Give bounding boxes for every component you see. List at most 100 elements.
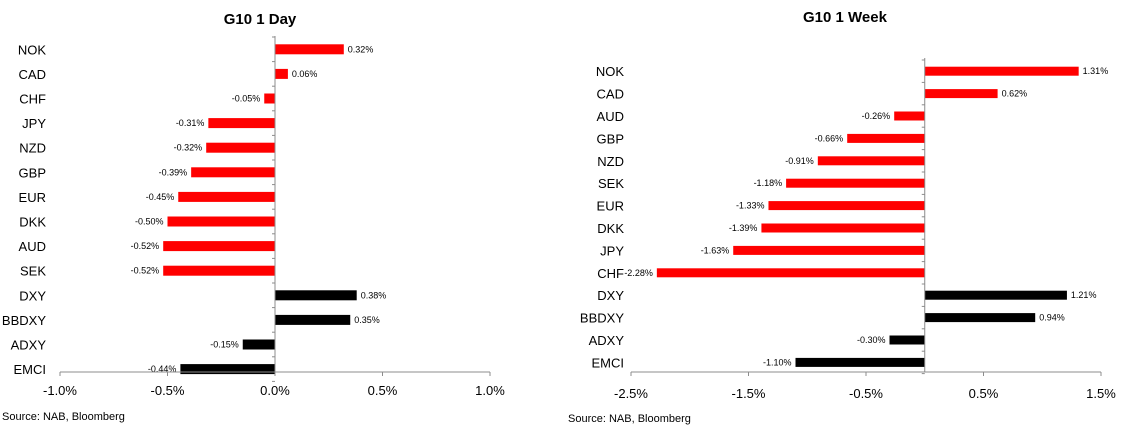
data-label-nzd: -0.91% <box>785 156 814 166</box>
bar-jpy <box>208 118 275 129</box>
source-note: Source: NAB, Bloomberg <box>2 411 125 423</box>
data-label-nok: 0.32% <box>348 44 374 54</box>
bar-aud <box>163 241 275 252</box>
category-label-gbp: GBP <box>19 165 46 180</box>
data-label-gbp: -0.66% <box>815 133 844 143</box>
category-label-jpy: JPY <box>600 243 624 258</box>
x-tick-label: 0.5% <box>368 383 398 398</box>
source-note: Source: NAB, Bloomberg <box>568 413 691 425</box>
data-label-jpy: -0.31% <box>176 118 205 128</box>
category-label-dxy: DXY <box>19 288 46 303</box>
bar-emci <box>180 364 275 375</box>
x-tick-label: -0.5% <box>849 386 883 401</box>
bar-gbp <box>191 167 275 178</box>
x-tick-label: 0.5% <box>969 386 999 401</box>
data-label-gbp: -0.39% <box>159 167 188 177</box>
category-label-bbdxy: BBDXY <box>580 311 624 326</box>
bar-cad <box>924 89 998 99</box>
data-label-cad: 0.06% <box>292 69 318 79</box>
data-label-emci: -0.44% <box>148 364 177 374</box>
category-label-nok: NOK <box>596 64 625 79</box>
category-label-chf: CHF <box>19 92 46 107</box>
data-label-dxy: 0.38% <box>361 290 387 300</box>
data-label-eur: -1.33% <box>736 201 765 211</box>
data-label-dkk: -0.50% <box>135 217 164 227</box>
category-label-aud: AUD <box>19 239 46 254</box>
bar-dxy <box>275 290 357 301</box>
bar-jpy <box>733 245 925 255</box>
bar-bbdxy <box>924 313 1036 323</box>
data-label-sek: -1.18% <box>754 178 783 188</box>
category-label-nzd: NZD <box>597 154 624 169</box>
category-label-nzd: NZD <box>19 141 46 156</box>
chart-title: G10 1 Day <box>224 11 297 28</box>
data-label-chf: -0.05% <box>232 94 261 104</box>
x-tick-label: 1.0% <box>475 383 505 398</box>
category-label-jpy: JPY <box>22 116 46 131</box>
data-label-eur: -0.45% <box>146 192 175 202</box>
category-label-emci: EMCI <box>592 355 625 370</box>
category-label-emci: EMCI <box>14 362 47 377</box>
bar-eur <box>768 201 925 211</box>
data-label-bbdxy: 0.94% <box>1039 313 1065 323</box>
data-label-sek: -0.52% <box>131 266 160 276</box>
x-tick-label: -0.5% <box>151 383 185 398</box>
x-tick-label: -1.5% <box>732 386 766 401</box>
data-label-dxy: 1.21% <box>1071 290 1097 300</box>
data-label-chf: -2.28% <box>624 268 653 278</box>
bar-nzd <box>206 142 275 153</box>
x-tick-label: 1.5% <box>1086 386 1116 401</box>
category-label-aud: AUD <box>597 109 624 124</box>
category-label-eur: EUR <box>19 190 46 205</box>
x-tick-label: -2.5% <box>614 386 648 401</box>
bar-aud <box>894 111 925 121</box>
x-tick-label: 0.0% <box>260 383 290 398</box>
bar-sek <box>786 178 925 188</box>
data-label-nzd: -0.32% <box>174 143 203 153</box>
data-label-dkk: -1.39% <box>729 223 758 233</box>
bar-adxy <box>889 335 925 345</box>
category-label-adxy: ADXY <box>589 333 625 348</box>
category-label-bbdxy: BBDXY <box>2 313 46 328</box>
bar-nok <box>275 44 344 55</box>
x-tick-label: -1.0% <box>43 383 77 398</box>
bar-eur <box>178 191 275 202</box>
bar-nzd <box>817 156 925 166</box>
category-label-eur: EUR <box>597 199 624 214</box>
bar-chf <box>656 268 925 278</box>
bar-dkk <box>761 223 925 233</box>
data-label-bbdxy: 0.35% <box>354 315 380 325</box>
category-label-cad: CAD <box>597 87 624 102</box>
data-label-aud: -0.52% <box>131 241 160 251</box>
chart-g10-1-week: G10 1 Week Source: NAB, Bloomberg 1.31% N… <box>568 9 1116 425</box>
bar-emci <box>795 357 925 367</box>
bar-sek <box>163 265 275 276</box>
category-label-cad: CAD <box>19 67 46 82</box>
data-label-emci: -1.10% <box>763 357 792 367</box>
bar-gbp <box>847 133 925 143</box>
data-label-nok: 1.31% <box>1083 66 1109 76</box>
data-label-cad: 0.62% <box>1002 89 1028 99</box>
category-label-adxy: ADXY <box>11 338 47 353</box>
bar-cad <box>275 68 288 79</box>
bar-bbdxy <box>275 314 351 325</box>
data-label-adxy: -0.15% <box>210 340 239 350</box>
category-label-gbp: GBP <box>597 131 624 146</box>
data-label-adxy: -0.30% <box>857 335 886 345</box>
bar-adxy <box>242 339 275 350</box>
category-label-sek: SEK <box>20 264 46 279</box>
category-label-dkk: DKK <box>19 215 46 230</box>
chart-g10-1-day: G10 1 Day Source: NAB, Bloomberg 0.32% NO… <box>2 11 505 423</box>
bar-dkk <box>167 216 275 227</box>
category-label-dxy: DXY <box>597 288 624 303</box>
category-label-sek: SEK <box>598 176 624 191</box>
category-label-chf: CHF <box>597 266 624 281</box>
category-label-nok: NOK <box>18 42 47 57</box>
category-label-dkk: DKK <box>597 221 624 236</box>
data-label-jpy: -1.63% <box>701 245 730 255</box>
data-label-aud: -0.26% <box>862 111 891 121</box>
bar-dxy <box>924 290 1067 300</box>
chart-title: G10 1 Week <box>803 9 888 26</box>
bar-chf <box>264 93 275 104</box>
